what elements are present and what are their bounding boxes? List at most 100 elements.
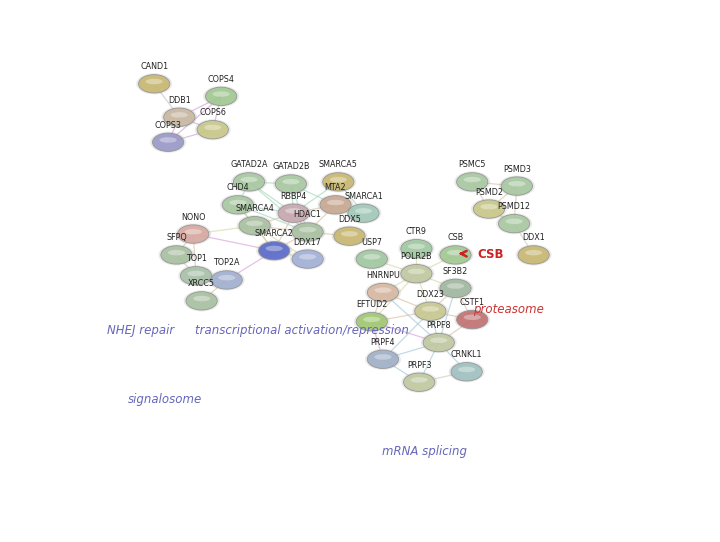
Text: XRCC5: XRCC5 bbox=[188, 279, 215, 288]
Ellipse shape bbox=[398, 263, 434, 284]
Ellipse shape bbox=[299, 254, 316, 260]
Text: PRPF3: PRPF3 bbox=[407, 360, 431, 370]
Ellipse shape bbox=[181, 267, 212, 285]
Ellipse shape bbox=[440, 279, 471, 298]
Ellipse shape bbox=[408, 243, 425, 249]
Ellipse shape bbox=[153, 133, 184, 151]
Text: PRPF4: PRPF4 bbox=[371, 338, 395, 347]
Ellipse shape bbox=[150, 132, 186, 153]
Ellipse shape bbox=[330, 177, 347, 182]
Text: SMARCA4: SMARCA4 bbox=[235, 204, 274, 213]
Text: PSMD2: PSMD2 bbox=[475, 188, 503, 197]
Ellipse shape bbox=[186, 292, 217, 310]
Text: NHEJ repair: NHEJ repair bbox=[107, 324, 174, 337]
Ellipse shape bbox=[168, 250, 185, 255]
Ellipse shape bbox=[458, 367, 475, 372]
Ellipse shape bbox=[413, 301, 449, 322]
Text: EFTUD2: EFTUD2 bbox=[356, 300, 387, 309]
Ellipse shape bbox=[204, 125, 221, 130]
Text: TOP1: TOP1 bbox=[186, 254, 207, 263]
Text: HDAC1: HDAC1 bbox=[294, 210, 322, 220]
Ellipse shape bbox=[318, 194, 354, 215]
Ellipse shape bbox=[240, 177, 258, 182]
Ellipse shape bbox=[496, 213, 532, 234]
Ellipse shape bbox=[415, 302, 446, 320]
Ellipse shape bbox=[175, 223, 211, 244]
Ellipse shape bbox=[178, 265, 214, 286]
Text: USP7: USP7 bbox=[361, 237, 382, 247]
Ellipse shape bbox=[374, 287, 392, 293]
Ellipse shape bbox=[161, 107, 197, 128]
Ellipse shape bbox=[464, 314, 481, 320]
Ellipse shape bbox=[363, 317, 380, 322]
Text: CAND1: CAND1 bbox=[140, 62, 168, 72]
Text: CSB: CSB bbox=[447, 234, 464, 242]
Text: DDX5: DDX5 bbox=[338, 215, 361, 224]
Ellipse shape bbox=[275, 175, 307, 193]
Ellipse shape bbox=[289, 249, 325, 270]
Text: PSMD12: PSMD12 bbox=[498, 202, 531, 211]
Text: MTA2: MTA2 bbox=[325, 183, 346, 192]
Ellipse shape bbox=[292, 250, 323, 268]
Ellipse shape bbox=[239, 217, 270, 235]
Ellipse shape bbox=[266, 246, 283, 251]
Ellipse shape bbox=[480, 204, 498, 209]
Ellipse shape bbox=[401, 240, 432, 258]
Ellipse shape bbox=[222, 196, 253, 214]
Ellipse shape bbox=[320, 196, 351, 214]
Ellipse shape bbox=[258, 242, 289, 260]
Ellipse shape bbox=[508, 181, 526, 186]
Text: PSMC5: PSMC5 bbox=[459, 160, 486, 169]
Ellipse shape bbox=[498, 215, 530, 233]
Ellipse shape bbox=[438, 244, 474, 266]
Text: PRPF8: PRPF8 bbox=[426, 321, 451, 330]
Ellipse shape bbox=[237, 215, 273, 236]
Ellipse shape bbox=[440, 246, 471, 264]
Ellipse shape bbox=[138, 75, 170, 93]
Ellipse shape bbox=[229, 200, 246, 205]
Ellipse shape bbox=[356, 313, 387, 331]
Ellipse shape bbox=[346, 203, 382, 224]
Ellipse shape bbox=[218, 275, 235, 280]
Ellipse shape bbox=[163, 108, 195, 126]
Ellipse shape bbox=[367, 283, 399, 302]
Ellipse shape bbox=[276, 203, 312, 224]
Ellipse shape bbox=[447, 250, 464, 255]
Ellipse shape bbox=[178, 225, 209, 243]
Text: SFPQ: SFPQ bbox=[166, 234, 187, 242]
Text: SMARCA2: SMARCA2 bbox=[255, 229, 294, 238]
Ellipse shape bbox=[161, 246, 192, 264]
Ellipse shape bbox=[273, 173, 309, 195]
Ellipse shape bbox=[451, 363, 482, 381]
Ellipse shape bbox=[499, 176, 535, 197]
Ellipse shape bbox=[246, 221, 264, 226]
Ellipse shape bbox=[195, 119, 230, 140]
Ellipse shape bbox=[447, 283, 464, 289]
Ellipse shape bbox=[423, 333, 454, 352]
Ellipse shape bbox=[365, 349, 401, 370]
Text: CSB: CSB bbox=[478, 248, 504, 261]
Ellipse shape bbox=[420, 332, 456, 353]
Ellipse shape bbox=[471, 198, 507, 220]
Ellipse shape bbox=[256, 240, 292, 261]
Text: GATAD2B: GATAD2B bbox=[272, 163, 310, 171]
Ellipse shape bbox=[518, 246, 549, 264]
Text: COPS6: COPS6 bbox=[199, 108, 226, 117]
Text: TOP2A: TOP2A bbox=[213, 259, 240, 267]
Text: RBBP4: RBBP4 bbox=[281, 192, 307, 201]
Ellipse shape bbox=[430, 338, 447, 343]
Text: mRNA splicing: mRNA splicing bbox=[382, 445, 467, 458]
Text: CTR9: CTR9 bbox=[406, 227, 427, 236]
Ellipse shape bbox=[363, 254, 380, 260]
Ellipse shape bbox=[171, 112, 188, 118]
Ellipse shape bbox=[505, 218, 523, 224]
Ellipse shape bbox=[136, 73, 172, 94]
Ellipse shape bbox=[516, 244, 552, 266]
Ellipse shape bbox=[410, 377, 428, 383]
Text: GATAD2A: GATAD2A bbox=[230, 160, 268, 169]
Ellipse shape bbox=[354, 311, 390, 332]
Ellipse shape bbox=[408, 269, 425, 274]
Ellipse shape bbox=[348, 204, 379, 222]
Ellipse shape bbox=[292, 223, 323, 241]
Text: COPS4: COPS4 bbox=[207, 75, 235, 84]
